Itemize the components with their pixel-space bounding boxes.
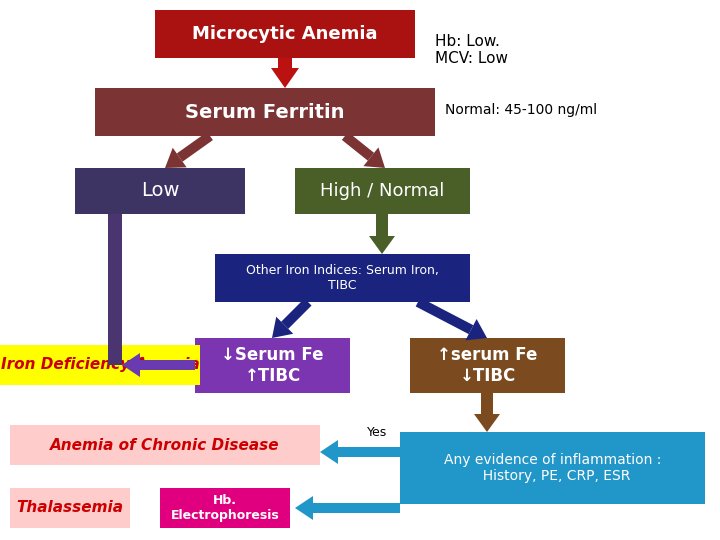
Polygon shape <box>295 496 313 520</box>
Text: Yes: Yes <box>367 426 387 438</box>
Text: High / Normal: High / Normal <box>320 182 445 200</box>
Polygon shape <box>338 447 400 457</box>
Polygon shape <box>108 214 122 365</box>
FancyBboxPatch shape <box>195 338 350 393</box>
Polygon shape <box>278 58 292 68</box>
FancyBboxPatch shape <box>295 168 470 214</box>
FancyBboxPatch shape <box>10 425 320 465</box>
Polygon shape <box>369 236 395 254</box>
FancyBboxPatch shape <box>0 345 200 385</box>
Polygon shape <box>313 503 400 513</box>
Text: Other Iron Indices: Serum Iron,
TIBC: Other Iron Indices: Serum Iron, TIBC <box>246 264 439 292</box>
Text: NO: NO <box>367 502 386 515</box>
Polygon shape <box>165 148 186 168</box>
FancyBboxPatch shape <box>155 10 415 58</box>
Text: Any evidence of inflammation :
  History, PE, CRP, ESR: Any evidence of inflammation : History, … <box>444 453 661 483</box>
Polygon shape <box>364 147 385 168</box>
Polygon shape <box>376 214 388 236</box>
Polygon shape <box>140 360 195 370</box>
Text: Thalassemia: Thalassemia <box>17 501 124 516</box>
FancyBboxPatch shape <box>75 168 245 214</box>
Text: ↓Serum Fe
↑TIBC: ↓Serum Fe ↑TIBC <box>221 346 324 385</box>
Text: Iron Deficiency Anemia: Iron Deficiency Anemia <box>1 357 199 373</box>
Polygon shape <box>415 298 473 334</box>
Text: Anemia of Chronic Disease: Anemia of Chronic Disease <box>50 437 280 453</box>
Text: Serum Ferritin: Serum Ferritin <box>185 103 345 122</box>
Polygon shape <box>282 299 312 329</box>
Polygon shape <box>342 132 374 161</box>
FancyBboxPatch shape <box>215 254 470 302</box>
Text: Hb.
Electrophoresis: Hb. Electrophoresis <box>171 494 279 522</box>
Polygon shape <box>122 353 140 377</box>
FancyBboxPatch shape <box>400 432 705 504</box>
Polygon shape <box>272 317 293 338</box>
FancyBboxPatch shape <box>10 488 130 528</box>
FancyBboxPatch shape <box>95 88 435 136</box>
Text: Microcytic Anemia: Microcytic Anemia <box>192 25 378 43</box>
Text: Hb: Low.
MCV: Low: Hb: Low. MCV: Low <box>435 34 508 66</box>
Polygon shape <box>474 414 500 432</box>
Polygon shape <box>271 68 299 88</box>
Text: Normal: 45-100 ng/ml: Normal: 45-100 ng/ml <box>445 103 597 117</box>
Polygon shape <box>320 440 338 464</box>
Polygon shape <box>466 319 487 340</box>
Text: ↑serum Fe
↓TIBC: ↑serum Fe ↓TIBC <box>437 346 538 385</box>
Polygon shape <box>177 132 213 161</box>
Text: Low: Low <box>140 181 179 200</box>
FancyBboxPatch shape <box>160 488 290 528</box>
FancyBboxPatch shape <box>410 338 565 393</box>
Polygon shape <box>481 393 493 414</box>
